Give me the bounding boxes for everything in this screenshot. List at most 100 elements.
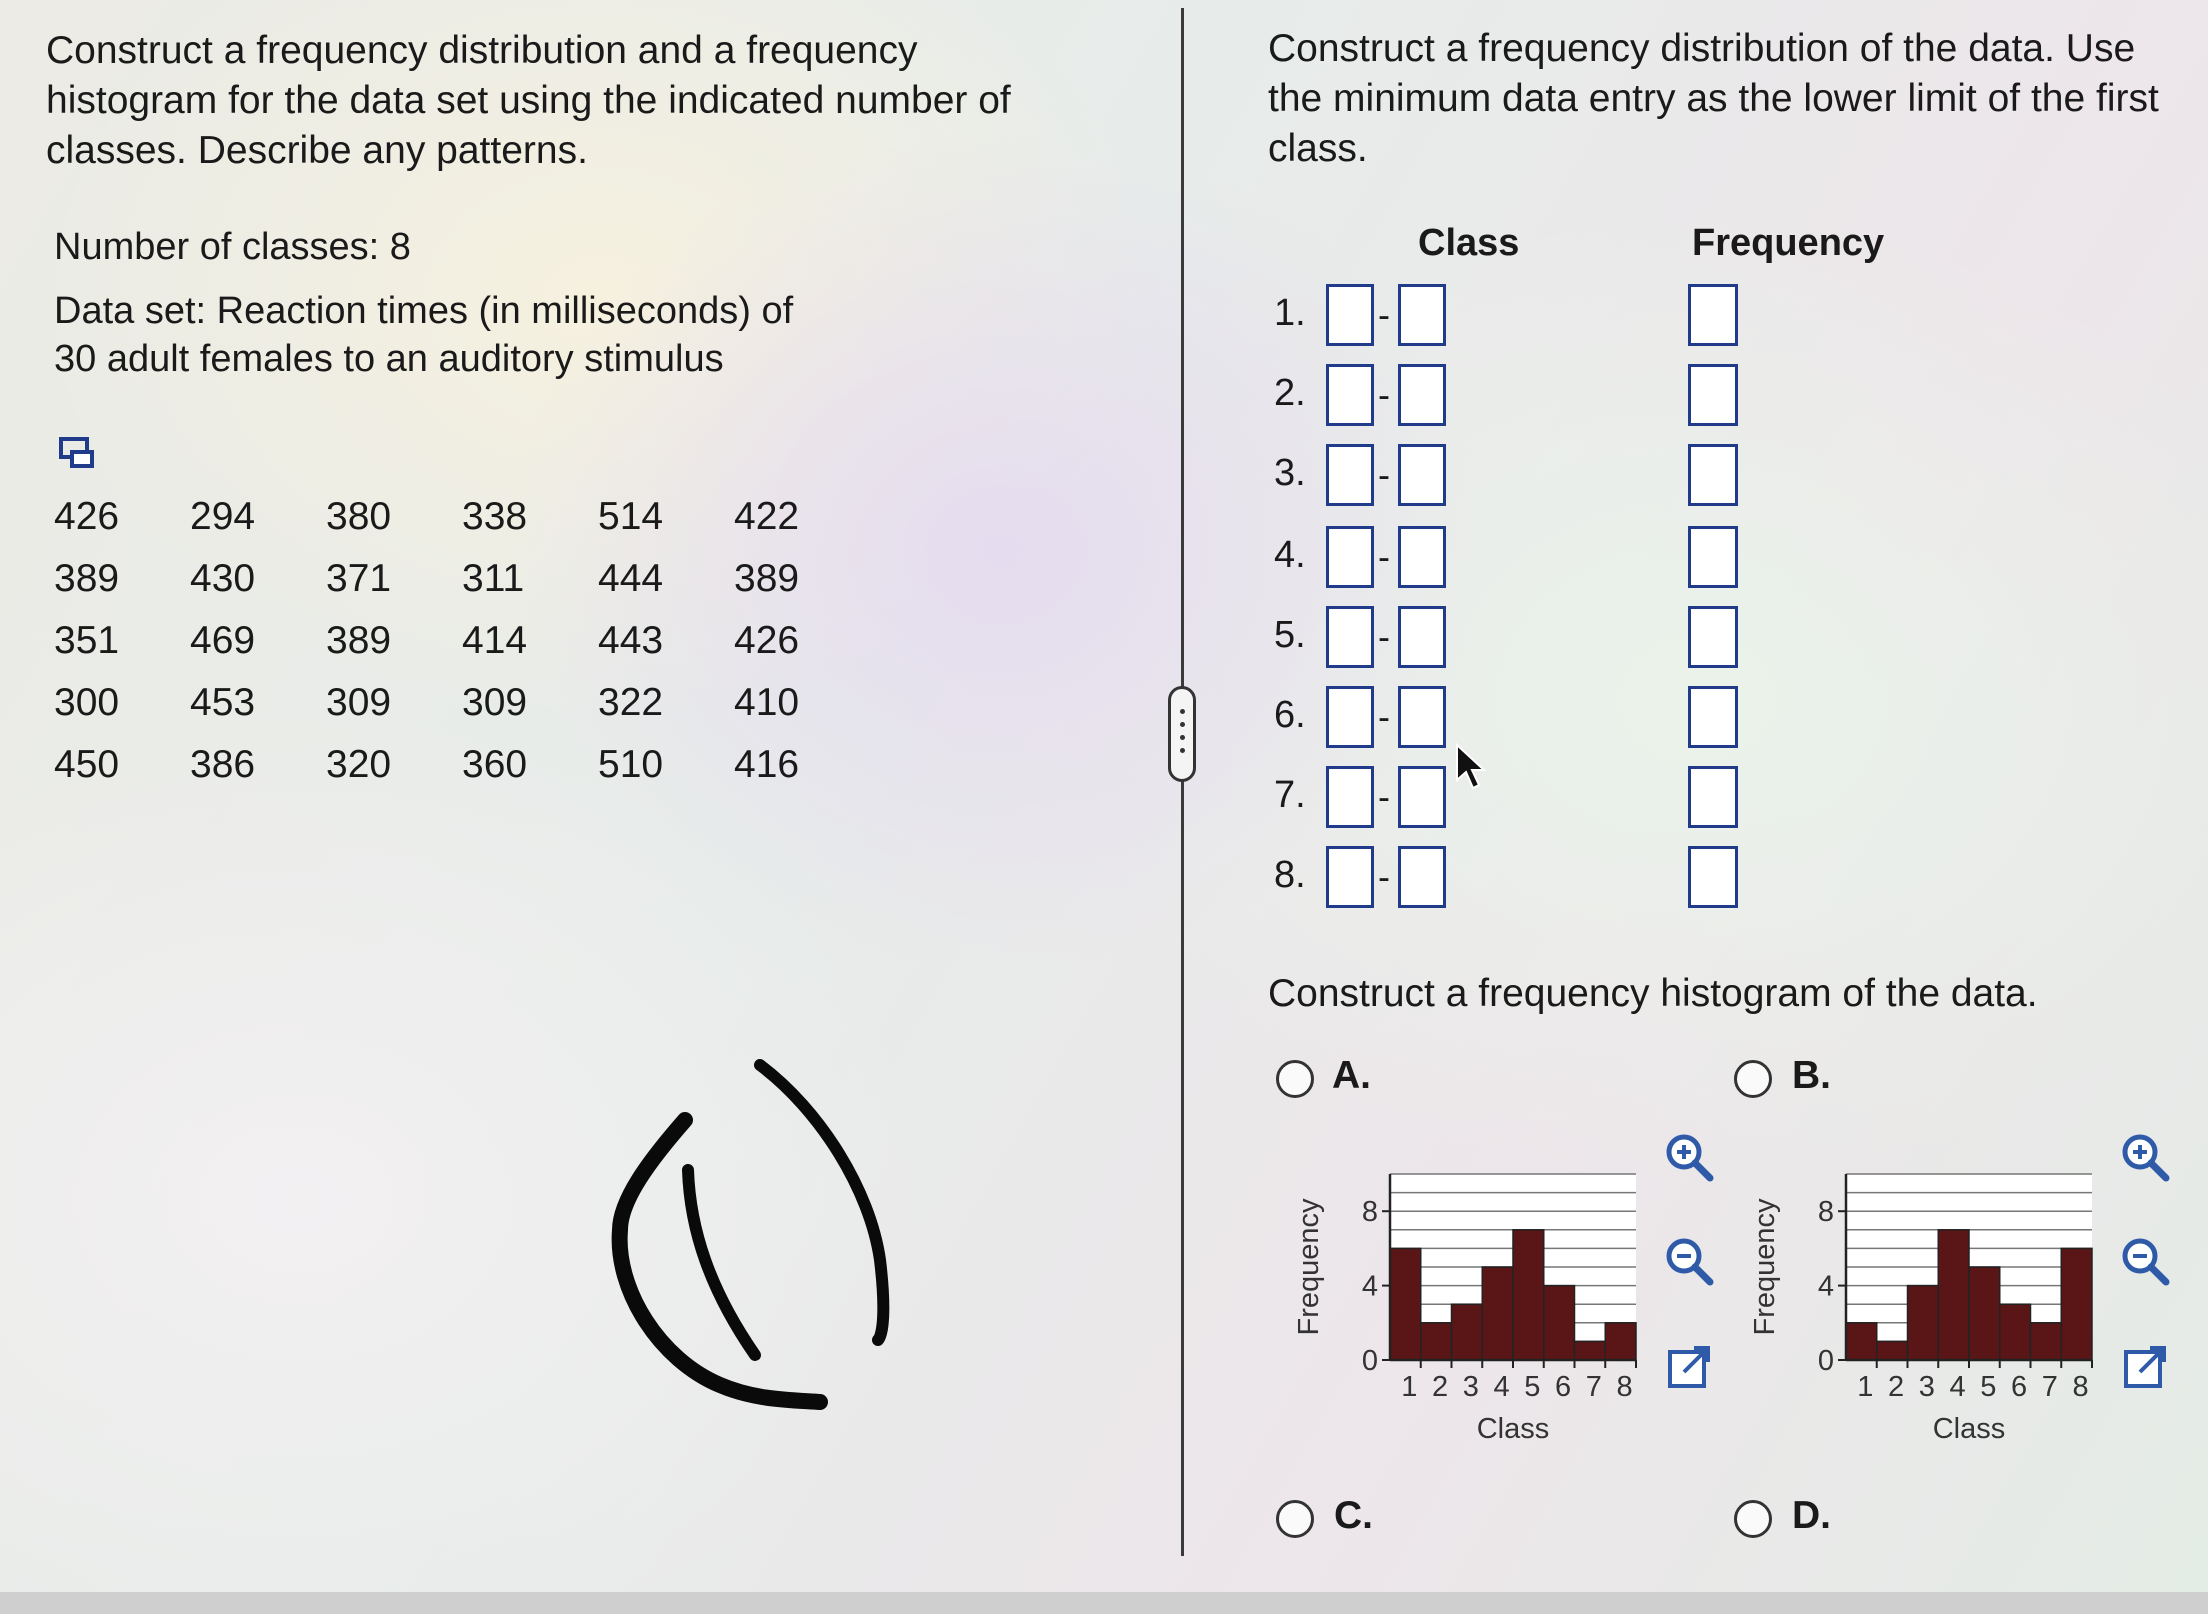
x-tick-label: 5 (1980, 1371, 1996, 1403)
table-row: 426 294 380 338 514 422 (54, 495, 800, 538)
mouse-cursor-icon (1456, 742, 1487, 790)
x-tick-label: 3 (1463, 1371, 1479, 1403)
number-of-classes: Number of classes: 8 (54, 226, 411, 268)
y-tick-label: 8 (1362, 1196, 1378, 1228)
option-c-label[interactable]: C. (1334, 1494, 1373, 1537)
option-d-radio[interactable] (1734, 1500, 1772, 1538)
y-tick-label: 0 (1362, 1345, 1378, 1377)
class-lower-limit-input[interactable] (1326, 284, 1374, 346)
option-a-label[interactable]: A. (1332, 1054, 1371, 1097)
open-new-window-icon[interactable] (2116, 1338, 2176, 1398)
histogram-bar (1450, 1303, 1483, 1361)
x-tick-label: 7 (2042, 1371, 2058, 1403)
frequency-input[interactable] (1688, 846, 1738, 908)
zoom-out-icon[interactable] (2116, 1232, 2176, 1292)
row-number: 6. (1274, 694, 1306, 736)
histogram-bar (1968, 1266, 2001, 1361)
right-question-prompt: Construct a frequency distribution of th… (1268, 27, 2159, 170)
bottom-edge (0, 1592, 2208, 1614)
option-b-radio[interactable] (1734, 1060, 1772, 1098)
class-range-dash: - (1378, 536, 1390, 577)
x-axis-label: Class (1933, 1413, 2006, 1445)
class-upper-limit-input[interactable] (1398, 444, 1446, 506)
x-tick-label: 2 (1432, 1371, 1448, 1403)
zoom-out-icon[interactable] (1660, 1232, 1720, 1292)
panel-resize-handle[interactable] (1168, 686, 1196, 782)
panel-divider[interactable] (1181, 8, 1184, 1556)
class-upper-limit-input[interactable] (1398, 284, 1446, 346)
histogram-bar (1604, 1322, 1637, 1361)
class-upper-limit-input[interactable] (1398, 526, 1446, 588)
x-tick-label: 2 (1888, 1371, 1904, 1403)
class-lower-limit-input[interactable] (1326, 444, 1374, 506)
row-number: 3. (1274, 452, 1306, 494)
dataset-description-line1: Data set: Reaction times (in millisecond… (54, 290, 794, 332)
class-lower-limit-input[interactable] (1326, 606, 1374, 668)
x-tick-label: 8 (1617, 1371, 1633, 1403)
x-tick-label: 6 (1555, 1371, 1571, 1403)
histogram-bar (1512, 1229, 1545, 1361)
y-tick-label: 0 (1818, 1345, 1834, 1377)
class-lower-limit-input[interactable] (1326, 846, 1374, 908)
class-range-dash: - (1378, 776, 1390, 817)
frequency-input[interactable] (1688, 526, 1738, 588)
histogram-bar (1420, 1322, 1453, 1361)
open-new-window-icon[interactable] (1660, 1338, 1720, 1398)
x-tick-label: 7 (1586, 1371, 1602, 1403)
class-upper-limit-input[interactable] (1398, 606, 1446, 668)
frequency-input[interactable] (1688, 444, 1738, 506)
option-b-label[interactable]: B. (1792, 1054, 1831, 1097)
class-lower-limit-input[interactable] (1326, 526, 1374, 588)
option-c-radio[interactable] (1276, 1500, 1314, 1538)
class-upper-limit-input[interactable] (1398, 846, 1446, 908)
row-number: 1. (1274, 292, 1306, 334)
frequency-input[interactable] (1688, 686, 1738, 748)
zoom-in-icon[interactable] (1660, 1128, 1720, 1188)
row-number: 5. (1274, 614, 1306, 656)
option-d-label[interactable]: D. (1792, 1494, 1831, 1537)
y-axis-label: Frequency (1749, 1198, 1781, 1336)
x-tick-label: 5 (1524, 1371, 1540, 1403)
data-table: 426 294 380 338 514 422 389 430 371 311 444 389 35… (54, 486, 870, 796)
dataset-description-line2: 30 adult females to an auditory stimulus (54, 338, 724, 380)
class-range-dash: - (1378, 454, 1390, 495)
frequency-input[interactable] (1688, 284, 1738, 346)
histogram-bar (1937, 1229, 1970, 1361)
class-lower-limit-input[interactable] (1326, 686, 1374, 748)
class-upper-limit-input[interactable] (1398, 686, 1446, 748)
left-question-prompt: Construct a frequency distribution and a… (46, 29, 1011, 172)
histogram-bar (1389, 1247, 1422, 1361)
row-number: 7. (1274, 774, 1306, 816)
histogram-bar (1543, 1284, 1576, 1361)
histogram-bar (1481, 1266, 1514, 1361)
frequency-input[interactable] (1688, 766, 1738, 828)
frequency-column-header: Frequency (1692, 222, 1885, 264)
histogram-bar (2029, 1322, 2062, 1361)
table-row: 300 453 309 309 322 410 (54, 681, 800, 724)
x-tick-label: 4 (1950, 1371, 1966, 1403)
histogram-bar (1845, 1322, 1878, 1361)
class-upper-limit-input[interactable] (1398, 766, 1446, 828)
class-lower-limit-input[interactable] (1326, 364, 1374, 426)
x-tick-label: 3 (1919, 1371, 1935, 1403)
class-upper-limit-input[interactable] (1398, 364, 1446, 426)
histogram-prompt: Construct a frequency histogram of the d… (1268, 972, 2038, 1015)
class-range-dash: - (1378, 856, 1390, 897)
class-lower-limit-input[interactable] (1326, 766, 1374, 828)
x-tick-label: 6 (2011, 1371, 2027, 1403)
copy-data-icon[interactable] (58, 436, 98, 472)
y-tick-label: 4 (1818, 1271, 1834, 1303)
histogram-bar (1573, 1340, 1606, 1361)
option-a-radio[interactable] (1276, 1060, 1314, 1098)
histogram-bar (2060, 1247, 2093, 1361)
frequency-input[interactable] (1688, 606, 1738, 668)
y-tick-label: 8 (1818, 1196, 1834, 1228)
class-range-dash: - (1378, 294, 1390, 335)
zoom-in-icon[interactable] (2116, 1128, 2176, 1188)
x-tick-label: 8 (2073, 1371, 2089, 1403)
table-row: 450 386 320 360 510 416 (54, 743, 800, 786)
frequency-input[interactable] (1688, 364, 1738, 426)
histogram-bar (1906, 1284, 1939, 1361)
